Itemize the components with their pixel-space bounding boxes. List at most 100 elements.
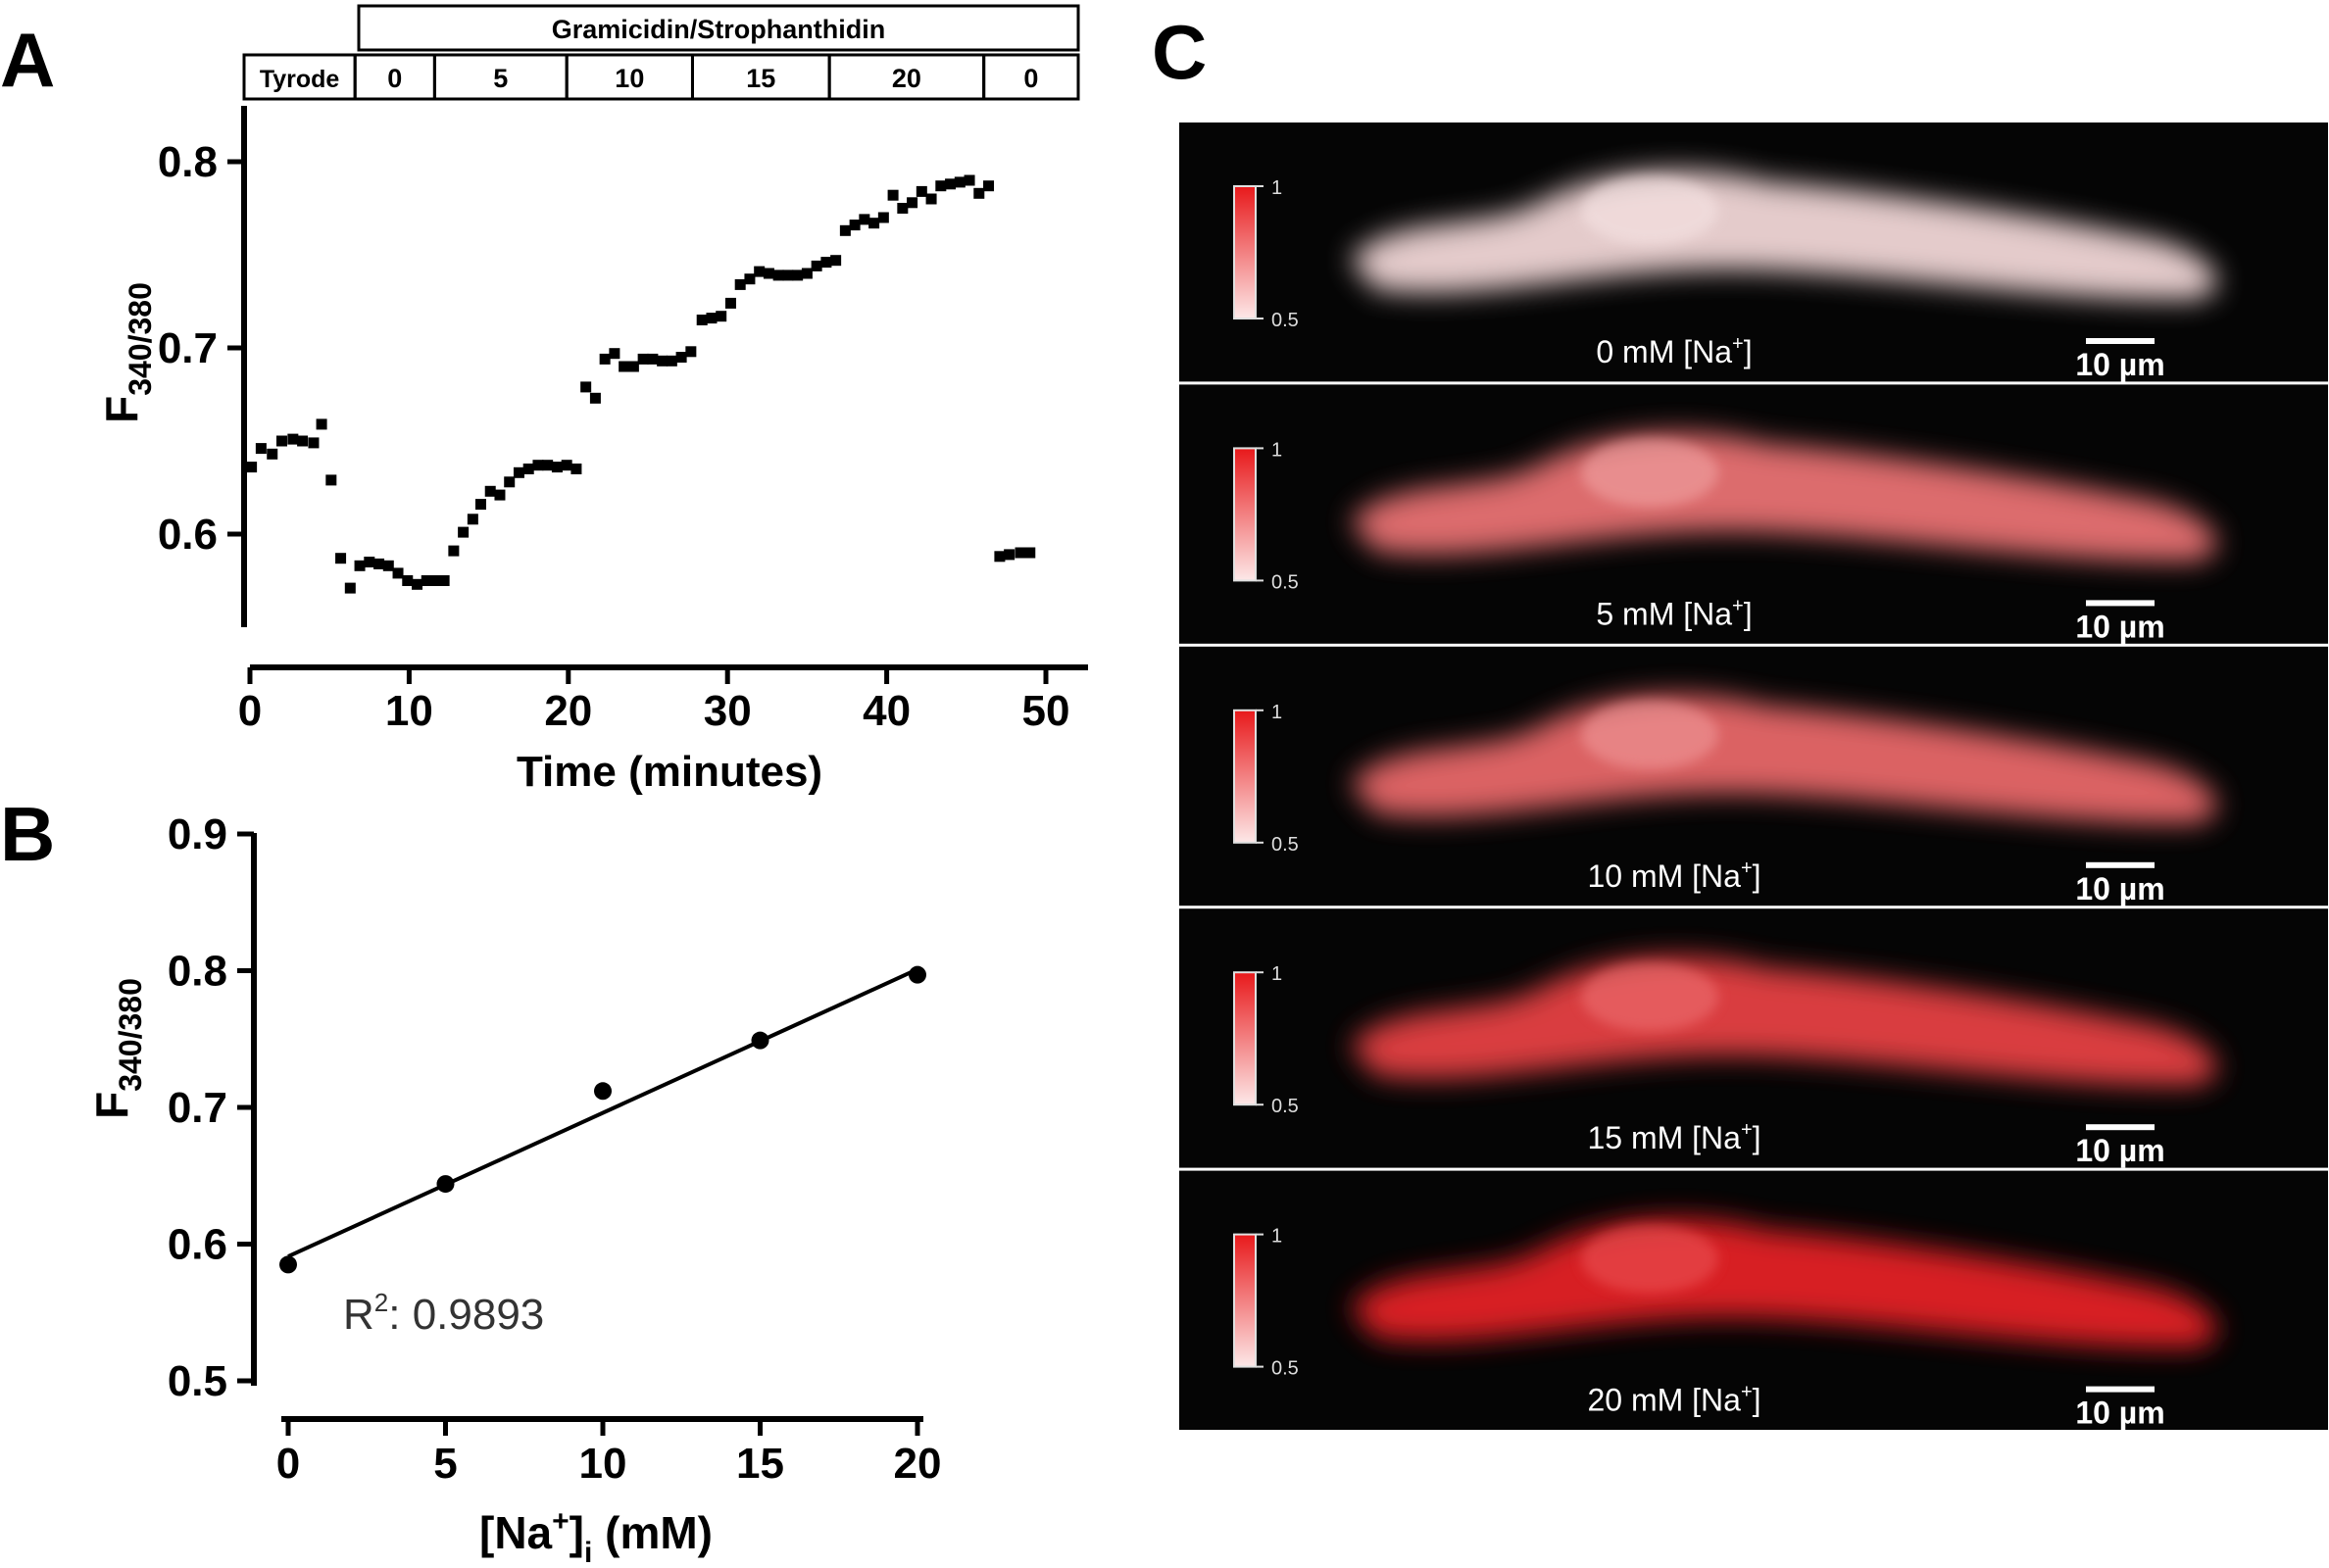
cell-bright-region <box>1581 176 1718 245</box>
y-axis-label-b-sub: 340/380 <box>113 978 148 1092</box>
condition-cell-label: 20 <box>892 64 921 93</box>
y-axis-label-b-main: F <box>86 1092 137 1119</box>
data-point-a <box>1015 547 1026 559</box>
colorbar <box>1233 709 1257 844</box>
r-squared-annotation: R2: 0.9893 <box>343 1288 544 1339</box>
data-point-a <box>675 352 687 363</box>
data-point-a <box>849 220 861 231</box>
x-tick-label-a: 40 <box>863 687 911 735</box>
data-point-a <box>246 462 258 473</box>
data-point-a <box>772 270 784 281</box>
data-point-a <box>801 268 813 279</box>
data-point-a <box>916 185 927 197</box>
data-point-a <box>907 197 918 209</box>
data-point-a <box>484 485 496 497</box>
y-tick-label-b: 0.5 <box>168 1357 227 1405</box>
data-point-a <box>716 311 727 322</box>
concentration-sup: + <box>1732 333 1744 355</box>
condition-cell-label: 0 <box>1023 64 1038 93</box>
data-point-a <box>275 435 287 447</box>
scale-bar-label: 10 µm <box>2075 609 2164 644</box>
concentration-label: 15 mM [Na+] <box>1587 1119 1760 1155</box>
data-point-a <box>782 270 794 281</box>
condition-cell-label: 5 <box>493 64 508 93</box>
data-point-a <box>267 448 278 460</box>
data-point-a <box>494 489 506 501</box>
y-axis-label-a: F340/380 <box>96 282 158 423</box>
data-point-a <box>945 178 957 190</box>
x-tick-label-b: 5 <box>433 1440 457 1488</box>
cell-bright-region <box>1581 962 1718 1032</box>
data-point-a <box>344 582 356 594</box>
data-point-a <box>657 355 669 367</box>
colorbar-max-label: 1 <box>1271 177 1282 199</box>
scale-bar <box>2086 1124 2155 1131</box>
scale-bar <box>2086 1386 2155 1393</box>
colorbar-max-label: 1 <box>1271 702 1282 723</box>
data-point-a <box>599 353 611 365</box>
data-point-a <box>308 437 320 449</box>
data-point-b <box>594 1082 612 1101</box>
concentration-close: ] <box>1753 858 1761 894</box>
condition-cell-label: 15 <box>746 64 775 93</box>
data-point-a <box>354 560 366 571</box>
data-point-a <box>647 353 659 365</box>
data-point-a <box>685 346 697 358</box>
y-axis-label-a-sub: 340/380 <box>123 282 158 396</box>
data-point-a <box>255 443 267 455</box>
cell-bright-region <box>1581 700 1718 769</box>
data-point-a <box>448 545 460 557</box>
colorbar-max-label: 1 <box>1271 1226 1282 1248</box>
data-point-b <box>279 1255 297 1274</box>
x-tick-label-a: 30 <box>704 687 752 735</box>
data-point-a <box>402 575 414 586</box>
data-point-a <box>382 560 394 571</box>
colorbar <box>1233 185 1257 319</box>
concentration-text: 15 mM [Na <box>1587 1120 1741 1155</box>
scale-bar-label: 10 µm <box>2075 347 2164 382</box>
colorbar-min-label: 0.5 <box>1271 834 1299 856</box>
data-point-a <box>412 578 423 590</box>
concentration-label: 20 mM [Na+] <box>1587 1382 1760 1418</box>
colorbar <box>1233 447 1257 582</box>
data-point-b <box>751 1031 769 1050</box>
data-point-a <box>973 187 985 199</box>
r-squared-sup: 2 <box>374 1288 388 1317</box>
data-point-a <box>561 460 572 471</box>
colorbar-max-label: 1 <box>1271 963 1282 985</box>
colorbar-min-label: 0.5 <box>1271 1096 1299 1117</box>
cardiomyocyte-cell <box>1351 431 2217 562</box>
data-point-a <box>580 381 592 393</box>
data-point-a <box>297 435 309 447</box>
y-tick-label-b: 0.9 <box>168 810 227 858</box>
cardiomyocyte-cell <box>1351 694 2217 824</box>
x-tick-label-b: 15 <box>736 1440 784 1488</box>
data-point-a <box>532 460 544 471</box>
condition-header-box <box>357 4 1080 52</box>
data-point-a <box>754 266 766 277</box>
y-tick-label-a: 0.7 <box>158 324 218 372</box>
x-axis-label-b-main: [Na <box>479 1507 553 1558</box>
data-point-a <box>1004 549 1016 561</box>
data-point-a <box>839 224 851 236</box>
scale-bar <box>2086 600 2155 607</box>
data-point-b <box>436 1175 455 1194</box>
data-point-a <box>887 189 899 201</box>
condition-header-label: Gramicidin/Strophanthidin <box>552 15 886 44</box>
y-axis-label-a-main: F <box>96 396 147 423</box>
data-point-a <box>811 260 822 271</box>
data-point-b <box>909 965 926 984</box>
y-tick-label-a: 0.6 <box>158 511 218 559</box>
condition-cell-label: 10 <box>615 64 644 93</box>
scale-bar-label: 10 µm <box>2075 1133 2164 1168</box>
concentration-label: 5 mM [Na+] <box>1596 595 1752 631</box>
data-point-a <box>589 392 601 404</box>
data-point-a <box>364 557 375 567</box>
concentration-sup: + <box>1741 1119 1753 1141</box>
x-tick-label-a: 0 <box>238 687 262 735</box>
concentration-close: ] <box>1744 334 1753 369</box>
cell-bright-region <box>1581 438 1718 508</box>
data-point-a <box>744 273 756 285</box>
condition-cell <box>982 53 1080 101</box>
